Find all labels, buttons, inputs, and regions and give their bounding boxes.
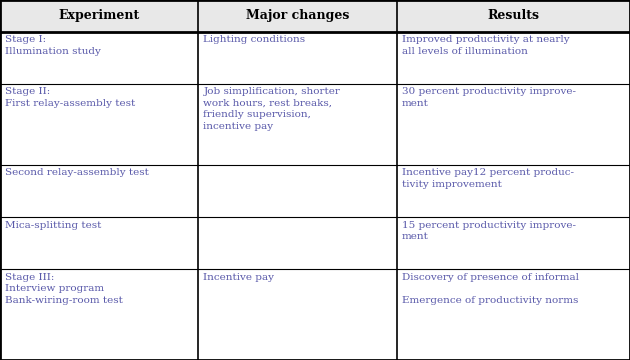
Text: Mica-splitting test: Mica-splitting test: [5, 221, 101, 230]
Text: Experiment: Experiment: [59, 9, 140, 22]
Text: Discovery of presence of informal

Emergence of productivity norms: Discovery of presence of informal Emerge…: [402, 273, 579, 305]
Text: Major changes: Major changes: [246, 9, 350, 22]
Text: Incentive pay: Incentive pay: [203, 273, 275, 282]
Text: Incentive pay12 percent produc-
tivity improvement: Incentive pay12 percent produc- tivity i…: [402, 168, 574, 189]
Text: Lighting conditions: Lighting conditions: [203, 35, 306, 44]
Text: Second relay-assembly test: Second relay-assembly test: [5, 168, 149, 177]
Text: Stage II:
First relay-assembly test: Stage II: First relay-assembly test: [5, 87, 135, 108]
Text: Stage I:
Illumination study: Stage I: Illumination study: [5, 35, 101, 56]
Text: Results: Results: [488, 9, 539, 22]
Text: Stage III:
Interview program
Bank-wiring-room test: Stage III: Interview program Bank-wiring…: [5, 273, 123, 305]
Text: Job simplification, shorter
work hours, rest breaks,
friendly supervision,
incen: Job simplification, shorter work hours, …: [203, 87, 340, 131]
Text: 30 percent productivity improve-
ment: 30 percent productivity improve- ment: [402, 87, 576, 108]
Text: Improved productivity at nearly
all levels of illumination: Improved productivity at nearly all leve…: [402, 35, 570, 56]
Text: 15 percent productivity improve-
ment: 15 percent productivity improve- ment: [402, 221, 576, 241]
Bar: [0, 0, 630, 32]
